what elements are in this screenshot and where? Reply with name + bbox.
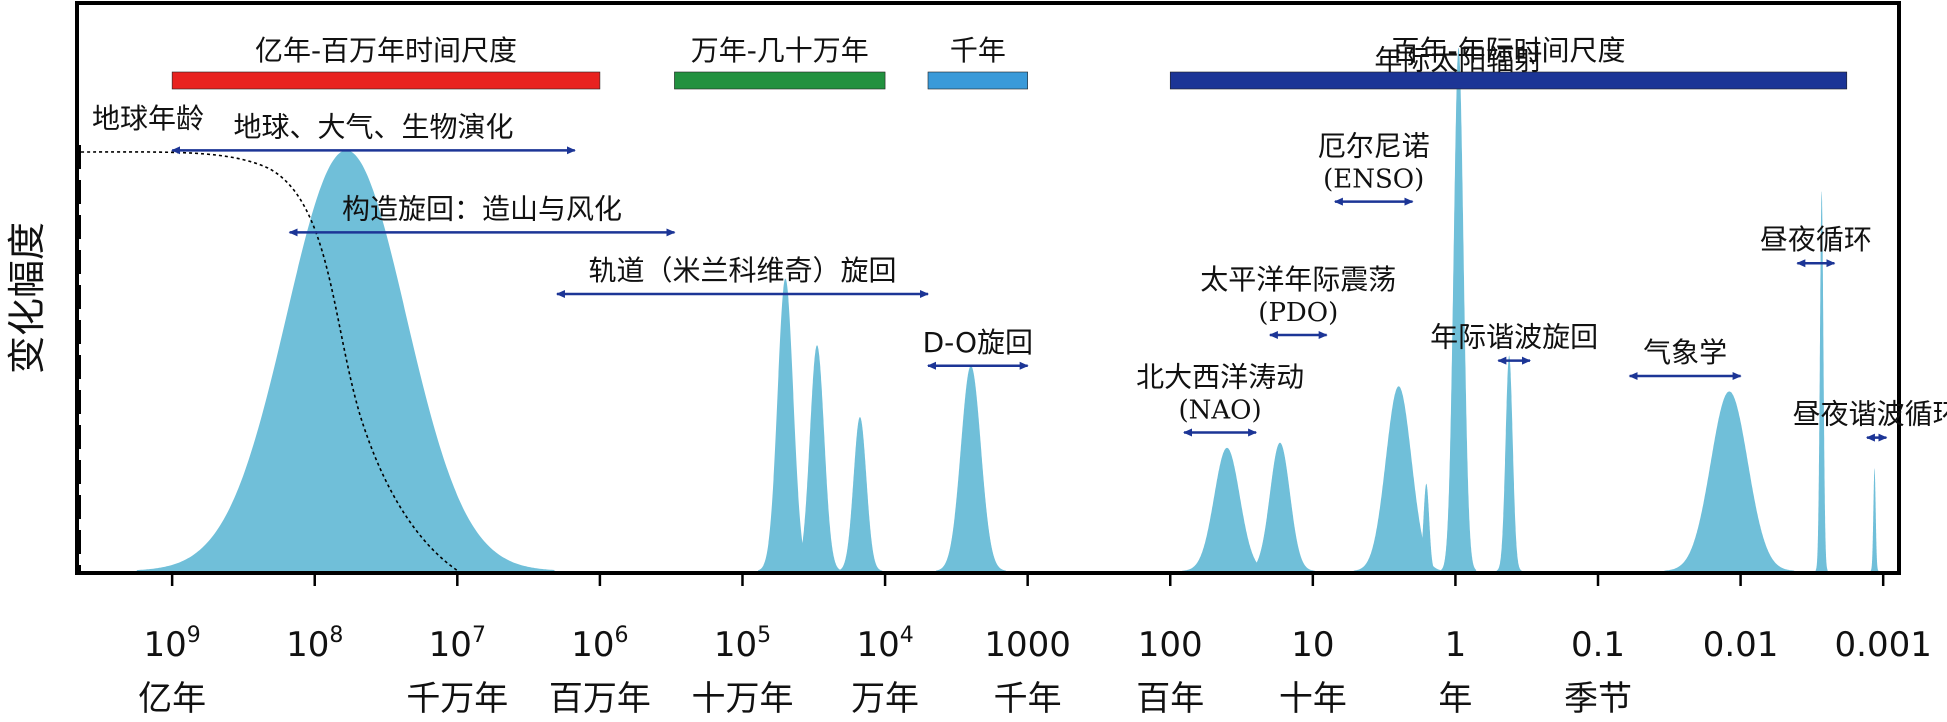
x-tick-label-8: 100 <box>1138 625 1203 665</box>
x-unit-label-8: 百年 <box>1136 679 1204 719</box>
scale-bar-label-3: 千年 <box>950 34 1006 67</box>
spectrum-peak-12 <box>1664 391 1795 571</box>
scale-bar-label-4: 百年-年际时间尺度 <box>1391 34 1625 67</box>
spectrum-peak-5 <box>936 365 1006 571</box>
x-tick-label-7: 1000 <box>984 625 1071 665</box>
annotation-label-1: 地球、大气、生物演化 <box>233 110 513 143</box>
annotation-label-11: 昼夜循环 <box>1760 223 1872 256</box>
spectrum-peak-9 <box>1416 483 1437 571</box>
annotation-label-5: 北大西洋涛动 <box>1136 360 1304 393</box>
spectrum-peak-6 <box>1182 447 1272 571</box>
scale-bar-4 <box>1169 71 1848 90</box>
x-tick-label-1: 109 <box>144 623 201 665</box>
annotation-label-3: 轨道（米兰科维奇）旋回 <box>588 254 896 287</box>
x-unit-label-11: 季节 <box>1564 679 1632 719</box>
annotation-label-12: 昼夜谐波循环 <box>1793 398 1947 431</box>
spectrum-peak-4 <box>837 417 883 571</box>
x-tick-label-10: 1 <box>1445 625 1467 665</box>
annotation-label-10: 气象学 <box>1643 336 1727 369</box>
scale-bars: 亿年-百万年时间尺度 万年-几十万年 千年 百年-年际时间尺度 <box>171 34 1848 90</box>
annotation-label-9: 年际谐波旋回 <box>1430 321 1598 354</box>
annotation-label-2: 构造旋回：造山与风化 <box>342 192 622 225</box>
x-tick-label-4: 106 <box>571 623 628 665</box>
scale-bar-2 <box>674 71 886 90</box>
spectrum-peak-3 <box>792 345 842 571</box>
x-unit-label-9: 十年 <box>1279 679 1347 719</box>
spectrum-peak-7 <box>1245 442 1315 571</box>
scale-bar-1 <box>171 71 601 90</box>
x-unit-label-10: 年 <box>1438 679 1472 719</box>
spectrum-areas <box>136 47 1879 572</box>
overlay: 地球年龄 <box>77 102 459 572</box>
spectrum-peak-11 <box>1496 355 1522 571</box>
x-unit-label-6: 万年 <box>851 679 919 719</box>
x-tick-label-9: 10 <box>1291 625 1334 665</box>
x-tick-label-3: 107 <box>429 623 486 665</box>
annotation-label-8: 年际太阳辐射 <box>1374 44 1542 77</box>
x-tick-label-13: 0.001 <box>1835 625 1932 665</box>
scale-bar-label-2: 万年-几十万年 <box>691 34 869 67</box>
annotation-sublabel-7: (ENSO) <box>1323 165 1424 195</box>
x-tick-label-11: 0.1 <box>1571 625 1625 665</box>
annotation-sublabel-5: (NAO) <box>1179 395 1262 425</box>
earth-age-label: 地球年龄 <box>92 102 204 135</box>
x-tick-label-2: 108 <box>286 623 343 665</box>
x-unit-label-5: 十万年 <box>691 679 793 719</box>
annotation-label-7: 厄尔尼诺 <box>1318 130 1430 163</box>
x-tick-label-12: 0.01 <box>1703 625 1779 665</box>
x-unit-label-1: 亿年 <box>138 679 206 719</box>
annotation-label-6: 太平洋年际震荡 <box>1200 263 1396 296</box>
x-tick-label-5: 105 <box>714 623 771 665</box>
spectrum-peak-13 <box>1815 191 1828 571</box>
spectrum-peak-10 <box>1441 47 1477 571</box>
y-axis-label: 变化幅度 <box>5 222 49 374</box>
x-unit-label-4: 百万年 <box>549 679 651 719</box>
spectrum-peak-14 <box>1870 468 1879 571</box>
x-tick-label-6: 104 <box>856 623 913 665</box>
x-unit-label-3: 千万年 <box>406 679 508 719</box>
spectrum-peak-1 <box>136 150 555 572</box>
spectrum-peak-8 <box>1353 386 1444 571</box>
scale-bar-label-1: 亿年-百万年时间尺度 <box>255 34 517 67</box>
annotation-sublabel-6: (PDO) <box>1258 298 1338 328</box>
scale-bar-3 <box>927 71 1028 90</box>
annotation-label-4: D-O旋回 <box>923 326 1033 359</box>
spectrum-peak-2 <box>758 278 813 571</box>
x-unit-label-7: 千年 <box>994 679 1062 719</box>
earth-age-decay-curve <box>80 151 459 572</box>
